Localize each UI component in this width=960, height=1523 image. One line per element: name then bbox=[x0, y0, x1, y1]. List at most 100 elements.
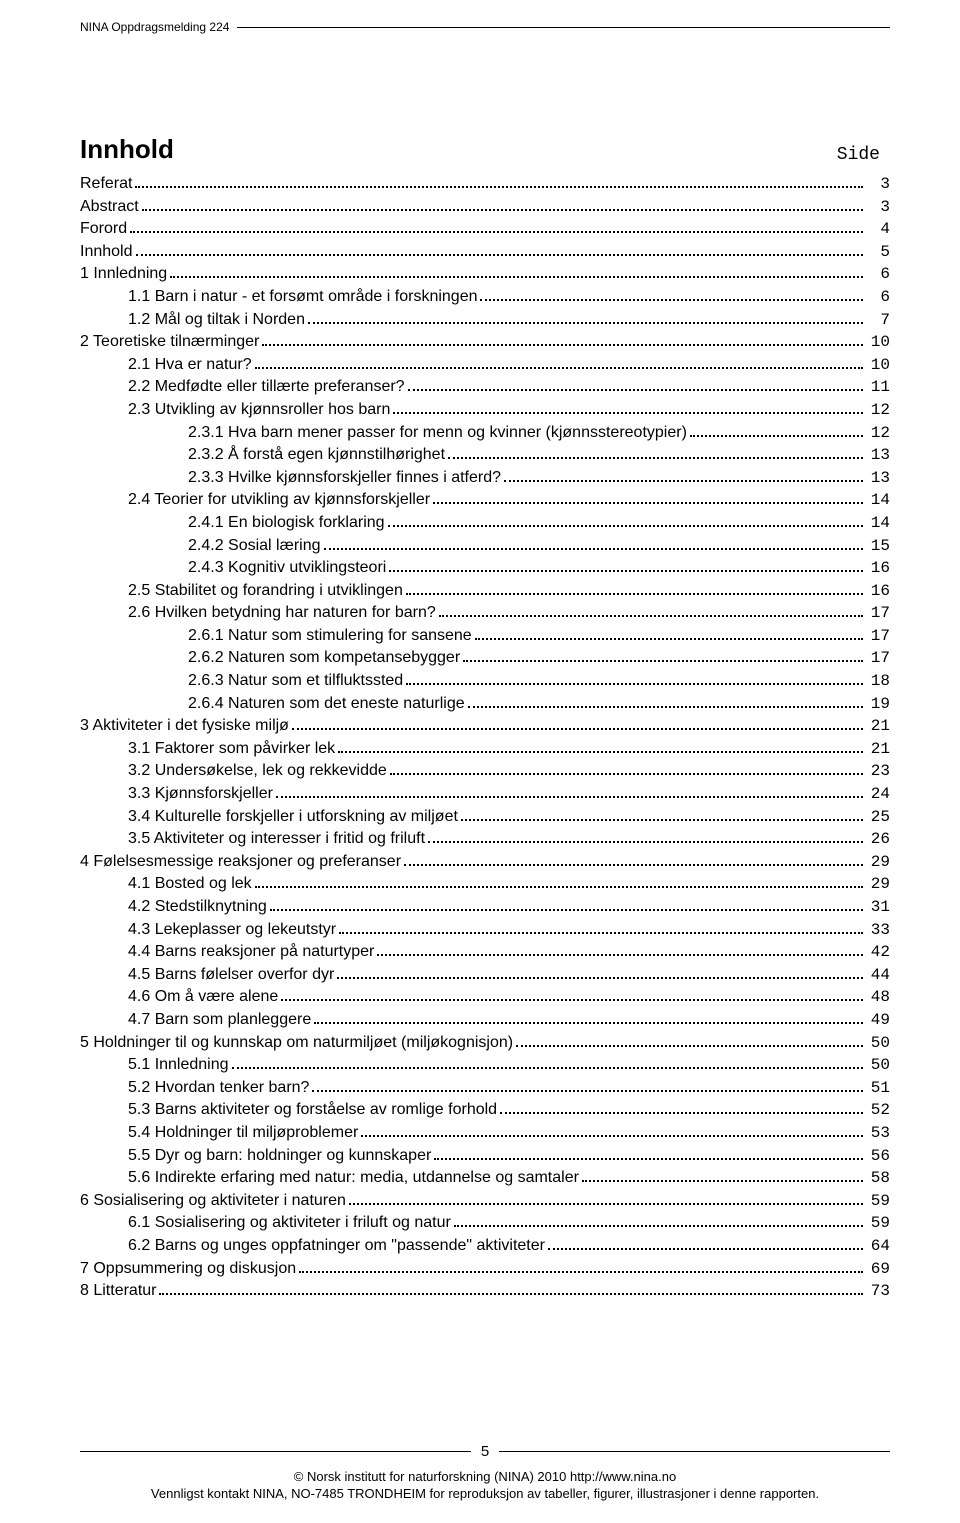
toc-dots bbox=[390, 773, 863, 775]
toc-label: Innhold bbox=[80, 241, 133, 263]
toc-row: Referat3 bbox=[80, 173, 890, 196]
toc-label: 2.2 Medfødte eller tillærte preferanser? bbox=[128, 376, 405, 398]
toc-dots bbox=[463, 660, 863, 662]
toc-dots bbox=[500, 1112, 863, 1114]
toc-dots bbox=[338, 751, 863, 753]
toc-row: 2.3.3 Hvilke kjønnsforskjeller finnes i … bbox=[80, 467, 890, 490]
toc-row: 2 Teoretiske tilnærminger10 bbox=[80, 331, 890, 354]
toc-row: 2.2 Medfødte eller tillærte preferanser?… bbox=[80, 376, 890, 399]
toc-page-number: 15 bbox=[866, 536, 890, 558]
toc-row: 3.5 Aktiviteter og interesser i fritid o… bbox=[80, 828, 890, 851]
toc-label: 4 Følelsesmessige reaksjoner og preferan… bbox=[80, 851, 401, 873]
toc-page-number: 69 bbox=[866, 1259, 890, 1281]
toc-row: 2.1 Hva er natur?10 bbox=[80, 354, 890, 377]
toc-label: 3.1 Faktorer som påvirker lek bbox=[128, 738, 335, 760]
toc-dots bbox=[388, 525, 863, 527]
toc-dots bbox=[142, 209, 863, 211]
toc-page-number: 48 bbox=[866, 987, 890, 1009]
toc-row: 2.6.2 Naturen som kompetansebygger17 bbox=[80, 647, 890, 670]
toc-page-number: 10 bbox=[866, 332, 890, 354]
toc-row: 7 Oppsummering og diskusjon69 bbox=[80, 1258, 890, 1281]
toc-row: 6.2 Barns og unges oppfatninger om "pass… bbox=[80, 1235, 890, 1258]
toc-page-number: 44 bbox=[866, 965, 890, 987]
toc-row: 5.4 Holdninger til miljøproblemer53 bbox=[80, 1122, 890, 1145]
toc-page-number: 13 bbox=[866, 445, 890, 467]
toc-page-number: 4 bbox=[866, 219, 890, 241]
toc-row: 6.1 Sosialisering og aktiviteter i frilu… bbox=[80, 1212, 890, 1235]
toc-row: 4.6 Om å være alene 48 bbox=[80, 986, 890, 1009]
toc-label: 1 Innledning bbox=[80, 263, 167, 285]
toc-page-number: 6 bbox=[866, 287, 890, 309]
header-text: NINA Oppdragsmelding 224 bbox=[80, 20, 237, 34]
toc-page-number: 31 bbox=[866, 897, 890, 919]
toc-dots bbox=[582, 1180, 863, 1182]
toc-dots bbox=[690, 435, 863, 437]
toc-dots bbox=[454, 1225, 863, 1227]
toc-label: 2.5 Stabilitet og forandring i utvikling… bbox=[128, 580, 403, 602]
toc-page-number: 51 bbox=[866, 1078, 890, 1100]
toc-page-number: 73 bbox=[866, 1281, 890, 1303]
toc-page-number: 21 bbox=[866, 739, 890, 761]
toc-page-number: 14 bbox=[866, 513, 890, 535]
toc-row: 8 Litteratur 73 bbox=[80, 1280, 890, 1303]
toc-page-number: 3 bbox=[866, 197, 890, 219]
toc-row: Forord4 bbox=[80, 218, 890, 241]
toc-label: 2.6.1 Natur som stimulering for sansene bbox=[188, 625, 472, 647]
toc-page-number: 25 bbox=[866, 807, 890, 829]
footer-contact: Vennligst kontakt NINA, NO-7485 TRONDHEI… bbox=[80, 1485, 890, 1503]
toc-dots bbox=[516, 1045, 863, 1047]
toc-page-number: 3 bbox=[866, 174, 890, 196]
toc-row: 5.5 Dyr og barn: holdninger og kunnskape… bbox=[80, 1145, 890, 1168]
toc-page-number: 26 bbox=[866, 829, 890, 851]
toc-dots bbox=[232, 1067, 863, 1069]
toc-label: 2.3.1 Hva barn mener passer for menn og … bbox=[188, 422, 687, 444]
toc-dots bbox=[255, 367, 863, 369]
toc-label: 5 Holdninger til og kunnskap om naturmil… bbox=[80, 1032, 513, 1054]
toc-page-number: 16 bbox=[866, 558, 890, 580]
toc-dots bbox=[270, 909, 863, 911]
toc-page-number: 7 bbox=[866, 310, 890, 332]
toc-label: 2.4 Teorier for utvikling av kjønnsforsk… bbox=[128, 489, 430, 511]
toc-row: 4 Følelsesmessige reaksjoner og preferan… bbox=[80, 851, 890, 874]
toc-label: 4.6 Om å være alene bbox=[128, 986, 278, 1008]
toc-label: 1.2 Mål og tiltak i Norden bbox=[128, 309, 305, 331]
toc-row: Abstract3 bbox=[80, 196, 890, 219]
toc-page-number: 50 bbox=[866, 1055, 890, 1077]
toc-page-number: 12 bbox=[866, 400, 890, 422]
toc-row: 4.7 Barn som planleggere49 bbox=[80, 1009, 890, 1032]
toc-label: 3.5 Aktiviteter og interesser i fritid o… bbox=[128, 828, 425, 850]
toc-dots bbox=[349, 1203, 863, 1205]
toc-label: 4.7 Barn som planleggere bbox=[128, 1009, 311, 1031]
toc-label: 8 Litteratur bbox=[80, 1280, 156, 1302]
toc-label: 5.2 Hvordan tenker barn? bbox=[128, 1077, 309, 1099]
toc-row: 4.4 Barns reaksjoner på naturtyper42 bbox=[80, 941, 890, 964]
toc-row: 2.5 Stabilitet og forandring i utvikling… bbox=[80, 580, 890, 603]
toc-row: 3.2 Undersøkelse, lek og rekkevidde23 bbox=[80, 760, 890, 783]
toc-label: 3.2 Undersøkelse, lek og rekkevidde bbox=[128, 760, 387, 782]
toc-label: 2.4.1 En biologisk forklaring bbox=[188, 512, 385, 534]
toc-page-number: 5 bbox=[866, 242, 890, 264]
toc-page-number: 13 bbox=[866, 468, 890, 490]
toc-page-number: 17 bbox=[866, 626, 890, 648]
toc-label: 6 Sosialisering og aktiviteter i naturen bbox=[80, 1190, 346, 1212]
toc-label: 6.2 Barns og unges oppfatninger om "pass… bbox=[128, 1235, 545, 1257]
toc-dots bbox=[299, 1271, 863, 1273]
toc-row: 1.1 Barn i natur - et forsømt område i f… bbox=[80, 286, 890, 309]
toc-row: 5 Holdninger til og kunnskap om naturmil… bbox=[80, 1032, 890, 1055]
toc-dots bbox=[408, 389, 863, 391]
toc-row: 2.4.3 Kognitiv utviklingsteori16 bbox=[80, 557, 890, 580]
toc-page-number: 11 bbox=[866, 377, 890, 399]
toc-dots bbox=[339, 932, 863, 934]
toc-dots bbox=[428, 841, 863, 843]
toc-page-number: 29 bbox=[866, 852, 890, 874]
toc-dots bbox=[406, 593, 863, 595]
toc-page-number: 33 bbox=[866, 920, 890, 942]
toc-page-number: 58 bbox=[866, 1168, 890, 1190]
toc-page-number: 59 bbox=[866, 1191, 890, 1213]
toc-label: 4.4 Barns reaksjoner på naturtyper bbox=[128, 941, 374, 963]
document-page: NINA Oppdragsmelding 224 Innhold Side Re… bbox=[0, 0, 960, 1523]
toc-row: 6 Sosialisering og aktiviteter i naturen… bbox=[80, 1190, 890, 1213]
toc-row: 4.3 Lekeplasser og lekeutstyr33 bbox=[80, 919, 890, 942]
toc-row: 5.6 Indirekte erfaring med natur: media,… bbox=[80, 1167, 890, 1190]
toc-label: 5.4 Holdninger til miljøproblemer bbox=[128, 1122, 358, 1144]
